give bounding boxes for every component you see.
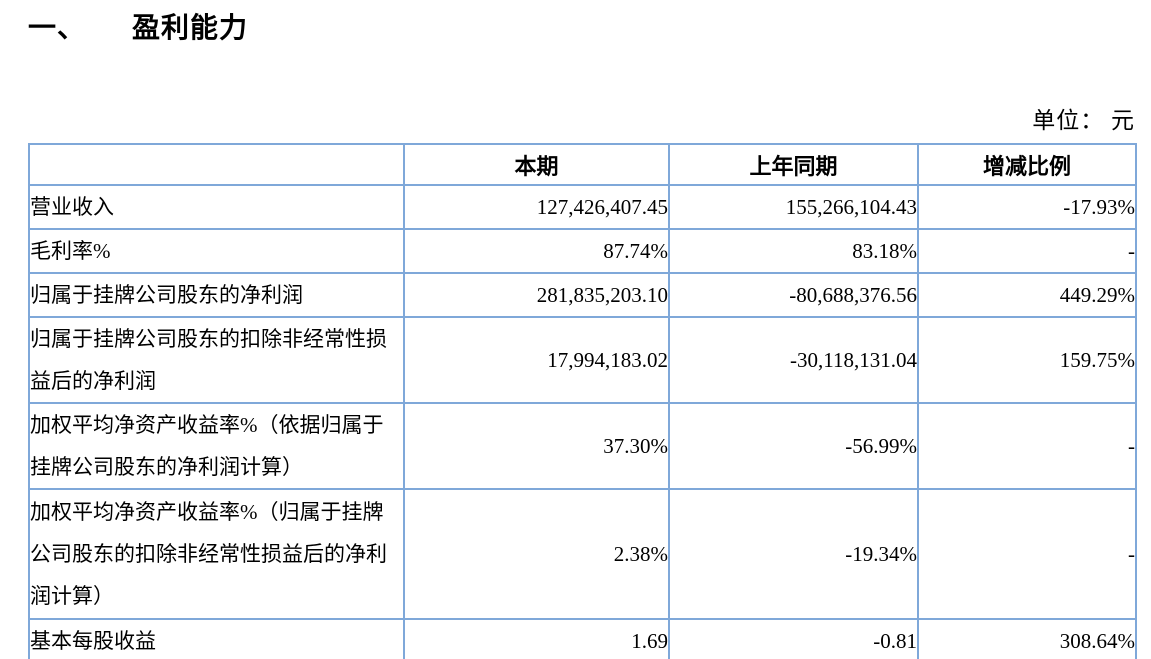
row-label: 归属于挂牌公司股东的扣除非经常性损益后的净利润 <box>28 316 405 404</box>
table-header-row: 本期 上年同期 增减比例 <box>28 143 1137 186</box>
table-row: 毛利率% 87.74% 83.18% - <box>28 228 1137 274</box>
row-current-value: 2.38% <box>403 488 670 620</box>
row-label: 毛利率% <box>28 228 405 274</box>
header-prior-period: 上年同期 <box>668 143 919 186</box>
row-change-value: - <box>917 488 1137 620</box>
row-current-value: 17,994,183.02 <box>403 316 670 404</box>
row-prior-value: -80,688,376.56 <box>668 272 919 318</box>
row-change-value: - <box>917 228 1137 274</box>
profitability-table: 本期 上年同期 增减比例 营业收入 127,426,407.45 155,266… <box>28 143 1137 659</box>
row-prior-value: -30,118,131.04 <box>668 316 919 404</box>
row-prior-value: -56.99% <box>668 402 919 490</box>
row-prior-value: 155,266,104.43 <box>668 184 919 230</box>
section-number: 一、 <box>28 12 87 43</box>
row-label: 基本每股收益 <box>28 618 405 659</box>
row-label: 营业收入 <box>28 184 405 230</box>
row-label: 加权平均净资产收益率%（依据归属于挂牌公司股东的净利润计算） <box>28 402 405 490</box>
row-change-value: -17.93% <box>917 184 1137 230</box>
row-label: 加权平均净资产收益率%（归属于挂牌公司股东的扣除非经常性损益后的净利润计算） <box>28 488 405 620</box>
table-row: 归属于挂牌公司股东的净利润 281,835,203.10 -80,688,376… <box>28 272 1137 318</box>
row-current-value: 1.69 <box>403 618 670 659</box>
row-current-value: 87.74% <box>403 228 670 274</box>
header-change-ratio: 增减比例 <box>917 143 1137 186</box>
section-title: 一、 盈利能力 <box>28 6 248 46</box>
section-title-text: 盈利能力 <box>132 12 249 43</box>
row-current-value: 37.30% <box>403 402 670 490</box>
header-current-period: 本期 <box>403 143 670 186</box>
row-change-value: 159.75% <box>917 316 1137 404</box>
row-prior-value: -0.81 <box>668 618 919 659</box>
row-prior-value: 83.18% <box>668 228 919 274</box>
table-row: 归属于挂牌公司股东的扣除非经常性损益后的净利润 17,994,183.02 -3… <box>28 316 1137 404</box>
unit-label: 单位： 元 <box>1032 108 1135 133</box>
table-row: 基本每股收益 1.69 -0.81 308.64% <box>28 618 1137 659</box>
header-indicator <box>28 143 405 186</box>
row-prior-value: -19.34% <box>668 488 919 620</box>
row-label: 归属于挂牌公司股东的净利润 <box>28 272 405 318</box>
row-change-value: 308.64% <box>917 618 1137 659</box>
table-row: 加权平均净资产收益率%（归属于挂牌公司股东的扣除非经常性损益后的净利润计算） 2… <box>28 488 1137 620</box>
table-row: 营业收入 127,426,407.45 155,266,104.43 -17.9… <box>28 184 1137 230</box>
row-current-value: 281,835,203.10 <box>403 272 670 318</box>
row-current-value: 127,426,407.45 <box>403 184 670 230</box>
row-change-value: - <box>917 402 1137 490</box>
row-change-value: 449.29% <box>917 272 1137 318</box>
table-row: 加权平均净资产收益率%（依据归属于挂牌公司股东的净利润计算） 37.30% -5… <box>28 402 1137 490</box>
